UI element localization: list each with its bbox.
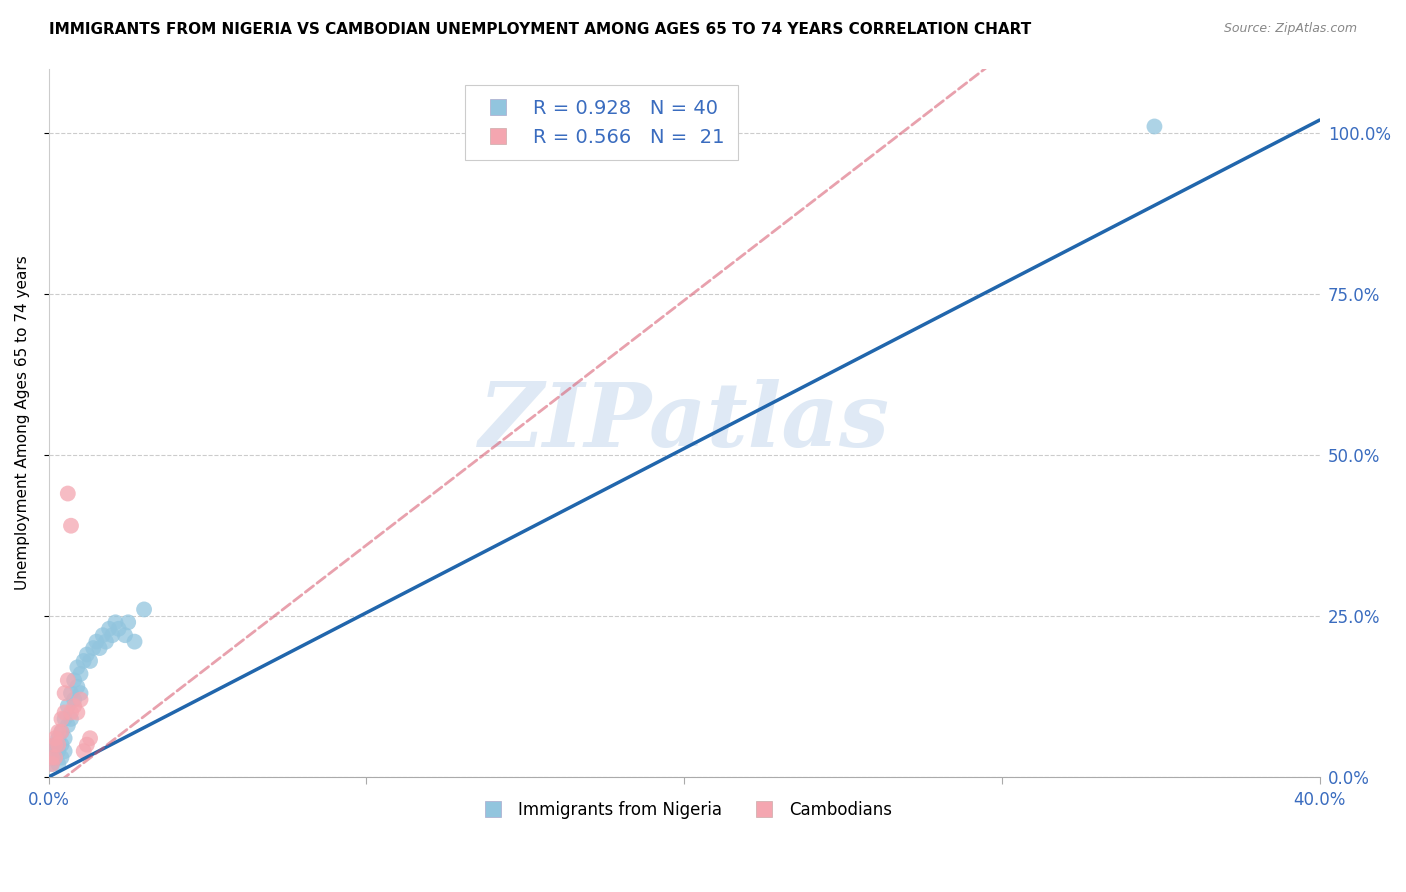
- Point: [117, 615, 139, 630]
- Point: [53, 712, 76, 726]
- Point: [76, 648, 98, 662]
- Point: [69, 692, 91, 706]
- Point: [56, 486, 79, 500]
- Point: [56, 718, 79, 732]
- Point: [76, 738, 98, 752]
- Point: [82, 641, 104, 656]
- Point: [59, 686, 82, 700]
- Point: [86, 634, 108, 648]
- Text: ZIPatlas: ZIPatlas: [478, 379, 890, 466]
- Point: [41, 750, 63, 764]
- Point: [51, 750, 73, 764]
- Point: [46, 756, 69, 771]
- Point: [114, 628, 136, 642]
- Point: [101, 628, 124, 642]
- Point: [63, 699, 86, 714]
- Point: [91, 628, 114, 642]
- Point: [51, 724, 73, 739]
- Point: [59, 712, 82, 726]
- Point: [79, 731, 101, 746]
- Point: [44, 731, 66, 746]
- Point: [56, 699, 79, 714]
- Point: [46, 724, 69, 739]
- Point: [69, 686, 91, 700]
- Point: [66, 660, 89, 674]
- Text: Source: ZipAtlas.com: Source: ZipAtlas.com: [1223, 22, 1357, 36]
- Point: [69, 666, 91, 681]
- Point: [89, 641, 111, 656]
- Point: [59, 518, 82, 533]
- Point: [41, 756, 63, 771]
- Point: [73, 654, 96, 668]
- Point: [44, 738, 66, 752]
- Y-axis label: Unemployment Among Ages 65 to 74 years: Unemployment Among Ages 65 to 74 years: [15, 255, 30, 591]
- Point: [51, 724, 73, 739]
- Point: [46, 731, 69, 746]
- Point: [79, 654, 101, 668]
- Point: [66, 706, 89, 720]
- Point: [63, 692, 86, 706]
- Point: [51, 738, 73, 752]
- Point: [53, 731, 76, 746]
- Point: [1143, 120, 1166, 134]
- Point: [63, 673, 86, 688]
- Point: [56, 673, 79, 688]
- Point: [41, 756, 63, 771]
- Point: [124, 634, 146, 648]
- Point: [41, 744, 63, 758]
- Point: [46, 738, 69, 752]
- Point: [44, 750, 66, 764]
- Text: IMMIGRANTS FROM NIGERIA VS CAMBODIAN UNEMPLOYMENT AMONG AGES 65 TO 74 YEARS CORR: IMMIGRANTS FROM NIGERIA VS CAMBODIAN UNE…: [49, 22, 1032, 37]
- Point: [44, 738, 66, 752]
- Point: [59, 706, 82, 720]
- Point: [73, 744, 96, 758]
- Point: [66, 680, 89, 694]
- Point: [44, 750, 66, 764]
- Legend: Immigrants from Nigeria, Cambodians: Immigrants from Nigeria, Cambodians: [470, 794, 898, 825]
- Point: [53, 686, 76, 700]
- Point: [107, 622, 129, 636]
- Point: [132, 602, 155, 616]
- Point: [98, 622, 121, 636]
- Point: [46, 744, 69, 758]
- Point: [94, 634, 117, 648]
- Point: [51, 712, 73, 726]
- Point: [104, 615, 127, 630]
- Point: [53, 744, 76, 758]
- Point: [53, 706, 76, 720]
